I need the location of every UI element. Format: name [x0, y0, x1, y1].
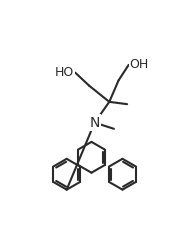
Text: OH: OH: [129, 58, 149, 71]
Text: HO: HO: [55, 66, 74, 79]
Text: N: N: [89, 116, 100, 130]
